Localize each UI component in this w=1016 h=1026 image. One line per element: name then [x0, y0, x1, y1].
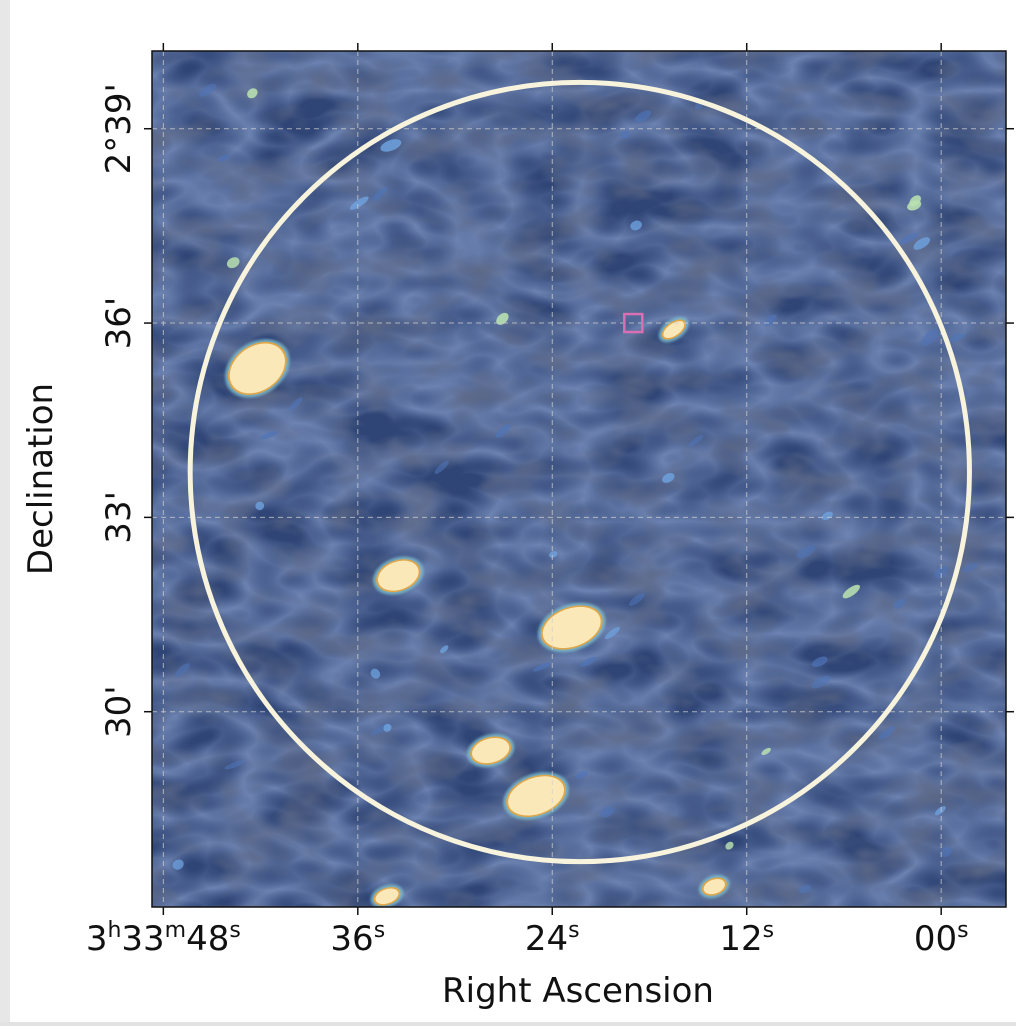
radio-source	[537, 602, 606, 653]
faint-source	[172, 859, 184, 870]
faint-source	[907, 200, 922, 211]
faint-source	[634, 110, 652, 123]
faint-source	[920, 329, 939, 346]
faint-source	[725, 841, 734, 850]
faint-source	[940, 847, 953, 857]
faint-source	[495, 424, 511, 438]
plot-area	[152, 51, 1006, 907]
radio-source	[225, 339, 290, 398]
faint-source	[371, 187, 388, 202]
faint-source	[688, 435, 703, 447]
x-tick-label: 36s	[330, 918, 385, 959]
faint-source	[948, 333, 965, 343]
faint-source	[796, 545, 816, 559]
faint-source	[934, 565, 948, 579]
faint-source	[600, 806, 614, 818]
x-axis-title: Right Ascension	[442, 971, 714, 1011]
faint-source	[694, 102, 703, 110]
faint-source	[532, 662, 552, 672]
faint-source	[761, 747, 771, 756]
x-tick-label: 12s	[719, 918, 774, 959]
faint-source	[893, 598, 906, 609]
plot-frame	[151, 50, 1007, 908]
grid-lines	[152, 51, 1006, 907]
radio-source	[373, 556, 424, 595]
faint-source	[226, 257, 240, 269]
faint-source	[580, 656, 597, 667]
faint-source	[575, 770, 588, 779]
faint-source	[899, 232, 919, 245]
x-tick-label: 00s	[914, 918, 969, 959]
faint-source	[217, 154, 229, 162]
faint-source	[798, 884, 811, 894]
faint-source	[440, 645, 449, 654]
faint-source	[620, 130, 630, 139]
bright-sources	[225, 316, 730, 907]
x-tick-label: 24s	[525, 918, 580, 959]
window-bottom-edge	[0, 1022, 1016, 1026]
y-tick-label: 36'	[99, 297, 139, 350]
faint-source	[629, 592, 645, 606]
y-tick-label: 33'	[99, 491, 139, 544]
faint-source	[878, 726, 896, 740]
faint-source	[604, 627, 620, 640]
faint-source	[821, 511, 833, 521]
faint-source	[913, 237, 931, 250]
faint-source	[349, 196, 369, 210]
faint-source	[199, 83, 217, 97]
faint-source	[812, 656, 828, 667]
faint-source	[224, 760, 245, 770]
faint-sources	[172, 83, 978, 894]
faint-source	[383, 723, 392, 732]
faint-source	[962, 562, 978, 573]
faint-source	[255, 501, 265, 511]
faint-source	[380, 139, 402, 152]
faint-source	[260, 431, 278, 440]
target-marker	[623, 312, 644, 334]
x-tick-labels: 3h33m48s 36s 24s 12s 00s	[86, 918, 969, 959]
faint-source	[175, 663, 190, 677]
radio-source	[698, 874, 730, 899]
window-left-edge	[0, 0, 10, 1026]
faint-source	[811, 675, 831, 689]
x-tick-label: 3h33m48s	[86, 918, 241, 959]
faint-source	[434, 460, 449, 474]
faint-source	[370, 668, 381, 679]
radio-source	[370, 884, 404, 907]
y-tick-labels: 2°39' 36' 33' 30'	[99, 83, 139, 738]
radio-source	[467, 733, 515, 768]
y-tick-label: 2°39'	[99, 83, 139, 174]
y-axis-title: Declination	[21, 383, 61, 575]
faint-source	[549, 551, 558, 558]
axis-ticks	[144, 43, 1014, 915]
faint-source	[662, 473, 675, 483]
map-noise-dark	[152, 51, 1006, 907]
faint-source	[496, 312, 509, 325]
faint-source	[288, 397, 303, 410]
faint-source	[247, 88, 258, 99]
faint-source	[934, 806, 946, 816]
field-of-view-circle	[187, 79, 972, 865]
faint-source	[630, 220, 642, 231]
faint-source	[842, 584, 860, 599]
y-tick-label: 30'	[99, 685, 139, 738]
